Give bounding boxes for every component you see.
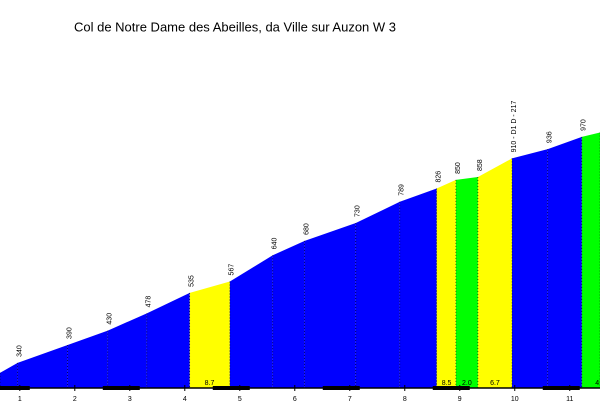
x-tick-label: 4	[183, 396, 187, 403]
elevation-label: 826	[436, 171, 443, 183]
x-tick-label: 6	[293, 396, 297, 403]
profile-segment	[67, 330, 108, 388]
x-tick-label: 11	[566, 396, 573, 403]
elevation-label: 390	[66, 327, 73, 339]
elevation-label: 850	[455, 162, 462, 174]
elevation-label: 936	[547, 131, 554, 143]
elevation-label: 535	[189, 275, 196, 287]
profile-segment	[272, 240, 305, 388]
x-tick-label: 9	[458, 396, 462, 403]
elevation-label: 567	[229, 264, 236, 276]
profile-segment	[581, 132, 600, 388]
elevation-label: 789	[399, 184, 406, 196]
profile-segment	[229, 255, 273, 388]
profile-segment	[455, 177, 478, 388]
elevation-label: 680	[304, 223, 311, 235]
elevation-label: 478	[146, 296, 153, 308]
profile-segment	[0, 362, 18, 388]
elevation-label: 858	[477, 159, 484, 171]
x-tick-label: 10	[511, 396, 519, 403]
elevation-label: 970	[581, 119, 588, 131]
profile-segment	[304, 222, 356, 388]
elevation-label: 430	[107, 313, 114, 325]
elevation-label: 640	[272, 237, 279, 249]
gradient-label: 8.7	[205, 380, 215, 387]
x-tick-label: 2	[73, 396, 77, 403]
profile-segment	[512, 149, 548, 388]
profile-segment	[107, 313, 147, 388]
profile-segment	[399, 188, 437, 388]
x-tick-label: 1	[18, 396, 22, 403]
gradient-label: 8.5	[442, 380, 452, 387]
profile-segment	[189, 281, 230, 388]
x-tick-label: 5	[238, 396, 242, 403]
gradient-label: 2.0	[462, 380, 472, 387]
x-tick-label: 3	[128, 396, 132, 403]
profile-segment	[436, 179, 456, 388]
x-tick-label: 8	[403, 396, 407, 403]
gradient-label: 6.7	[490, 380, 500, 387]
profile-segment	[355, 201, 400, 388]
elevation-label: 730	[355, 205, 362, 217]
gradient-label: 4	[595, 380, 599, 387]
elevation-label: 910 - D1 D - 217	[511, 101, 518, 153]
chart-title: Col de Notre Dame des Abeilles, da Ville…	[74, 19, 396, 34]
profile-segment	[17, 344, 68, 388]
elevation-label: 340	[16, 345, 23, 357]
profile-segment	[547, 136, 582, 388]
profile-segment	[146, 292, 190, 388]
profile-segment	[477, 158, 513, 388]
x-tick-label: 7	[348, 396, 352, 403]
